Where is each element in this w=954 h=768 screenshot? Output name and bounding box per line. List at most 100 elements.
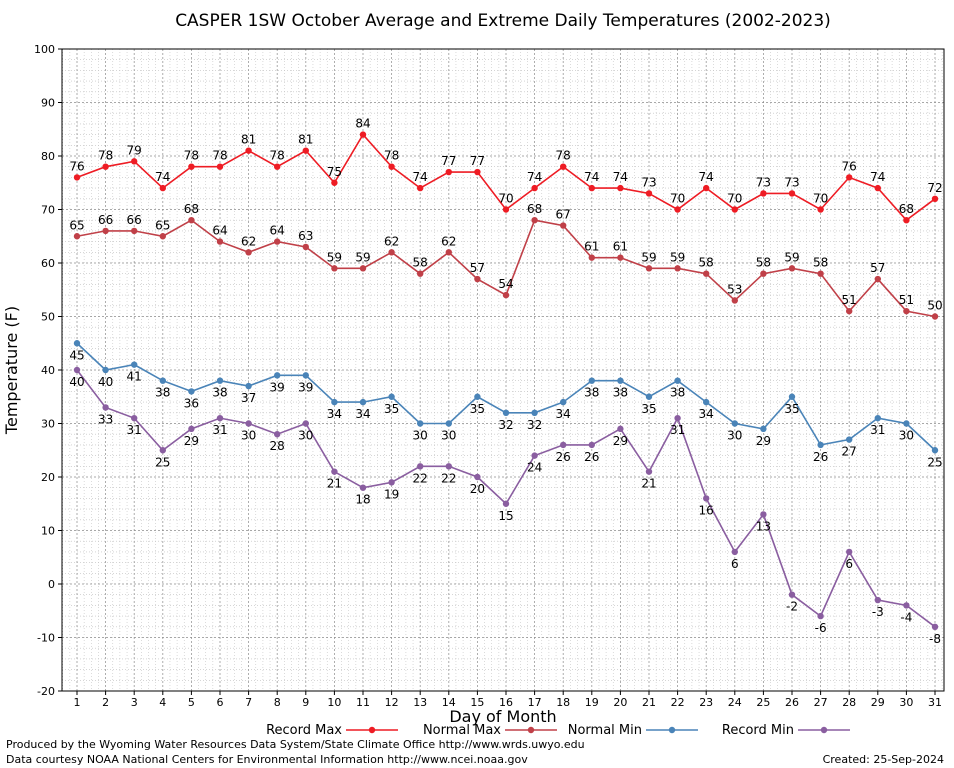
record-min-point xyxy=(674,414,681,422)
normal-max-data-label: 59 xyxy=(355,250,370,264)
x-tick-label: 1 xyxy=(74,696,81,709)
record-max-data-label: 74 xyxy=(527,170,542,184)
normal-max-point xyxy=(216,238,224,245)
normal-max-point xyxy=(760,270,767,277)
normal-min-point xyxy=(274,372,281,379)
normal-max-point xyxy=(188,217,195,224)
record-max-point xyxy=(331,179,338,186)
record-min-point xyxy=(302,420,309,427)
y-axis-label: Temperature (F) xyxy=(2,306,21,435)
normal-max-data-label: 57 xyxy=(870,261,885,275)
normal-min-point xyxy=(388,393,395,400)
normal-min-data-label: 34 xyxy=(355,407,370,421)
y-tick-label: 50 xyxy=(41,311,55,324)
record-max-data-label: 70 xyxy=(813,192,828,206)
record-min-data-label: 30 xyxy=(241,429,256,443)
record-max-data-label: 72 xyxy=(927,181,942,195)
normal-min-point xyxy=(417,420,424,427)
x-tick-label: 27 xyxy=(814,696,828,709)
normal-min-data-label: 34 xyxy=(327,407,342,421)
legend-swatch-marker xyxy=(820,726,828,734)
normal-max-point xyxy=(245,249,252,256)
record-max-data-label: 77 xyxy=(441,154,456,168)
legend-label: Normal Min xyxy=(568,723,642,738)
x-tick-label: 7 xyxy=(245,696,252,709)
record-min-point xyxy=(388,479,395,486)
record-min-data-label: 24 xyxy=(527,461,542,475)
record-max-data-label: 78 xyxy=(212,149,227,163)
record-min-data-label: -3 xyxy=(872,605,884,619)
normal-max-point xyxy=(102,227,109,235)
record-min-point xyxy=(588,441,595,449)
normal-min-point xyxy=(474,393,481,400)
normal-max-data-label: 59 xyxy=(670,250,685,264)
normal-min-point xyxy=(102,366,109,374)
normal-min-data-label: 34 xyxy=(556,407,571,421)
normal-min-data-label: 30 xyxy=(899,429,914,443)
record-min-point xyxy=(417,463,424,470)
record-max-data-label: 84 xyxy=(355,117,370,131)
record-max-point xyxy=(388,163,395,170)
record-max-point xyxy=(216,163,224,170)
normal-min-data-label: 38 xyxy=(613,386,628,400)
normal-max-point xyxy=(73,233,81,240)
record-min-point xyxy=(560,441,567,449)
record-max-data-label: 78 xyxy=(384,149,399,163)
record-min-point xyxy=(502,500,510,507)
normal-min-point xyxy=(788,393,796,400)
record-max-point xyxy=(417,184,424,192)
normal-min-data-label: 32 xyxy=(527,418,542,432)
record-max-point xyxy=(674,206,681,213)
normal-min-data-label: 35 xyxy=(784,402,799,416)
record-min-point xyxy=(445,463,452,470)
normal-min-data-label: 29 xyxy=(756,434,771,448)
record-max-data-label: 73 xyxy=(756,175,771,189)
x-tick-label: 22 xyxy=(671,696,685,709)
record-max-point xyxy=(245,147,252,154)
normal-max-point xyxy=(703,270,710,277)
record-min-data-label: -2 xyxy=(786,600,798,614)
normal-max-data-label: 58 xyxy=(413,256,428,270)
record-min-point xyxy=(931,623,939,630)
record-max-data-label: 74 xyxy=(155,170,170,184)
record-min-point xyxy=(760,511,767,518)
record-max-data-label: 73 xyxy=(641,175,656,189)
normal-max-point xyxy=(617,254,624,261)
normal-min-data-label: 25 xyxy=(927,455,942,469)
record-min-data-label: 26 xyxy=(584,450,599,464)
x-tick-label: 17 xyxy=(528,696,542,709)
x-tick-label: 16 xyxy=(499,696,513,709)
footer-created-date: Created: 25-Sep-2024 xyxy=(823,753,944,766)
normal-max-point xyxy=(474,275,481,283)
record-max-point xyxy=(560,163,567,170)
x-tick-label: 25 xyxy=(756,696,770,709)
x-tick-label: 18 xyxy=(556,696,570,709)
y-tick-label: 70 xyxy=(41,204,55,217)
legend-label: Normal Max xyxy=(423,723,501,738)
record-min-data-label: 25 xyxy=(155,455,170,469)
record-min-data-label: 31 xyxy=(212,423,227,437)
normal-min-point xyxy=(502,409,510,416)
record-min-point xyxy=(359,484,367,491)
record-min-data-label: 15 xyxy=(498,509,513,523)
normal-min-point xyxy=(931,447,939,454)
record-max-point xyxy=(274,163,281,170)
y-tick-label: 30 xyxy=(41,418,55,431)
series-normal-max: 65 66 66 65 68 64 62 64 63 59 59 62 58 62 57 54 68 67 61 61… xyxy=(69,202,943,320)
normal-max-data-label: 58 xyxy=(813,256,828,270)
legend-item-normal-max: Normal Max xyxy=(423,723,557,738)
normal-max-point xyxy=(331,265,338,272)
record-max-point xyxy=(502,206,510,213)
normal-min-data-label: 38 xyxy=(584,386,599,400)
record-max-point xyxy=(645,190,653,197)
record-max-data-label: 70 xyxy=(727,192,742,206)
y-tick-label: 90 xyxy=(41,97,55,110)
record-max-point xyxy=(359,131,367,138)
normal-min-data-label: 27 xyxy=(842,445,857,459)
normal-max-data-label: 62 xyxy=(441,234,456,248)
record-min-point xyxy=(131,414,138,422)
normal-max-point xyxy=(817,270,824,277)
normal-max-point xyxy=(445,249,452,256)
normal-max-data-label: 66 xyxy=(127,213,142,227)
normal-min-data-label: 30 xyxy=(441,429,456,443)
